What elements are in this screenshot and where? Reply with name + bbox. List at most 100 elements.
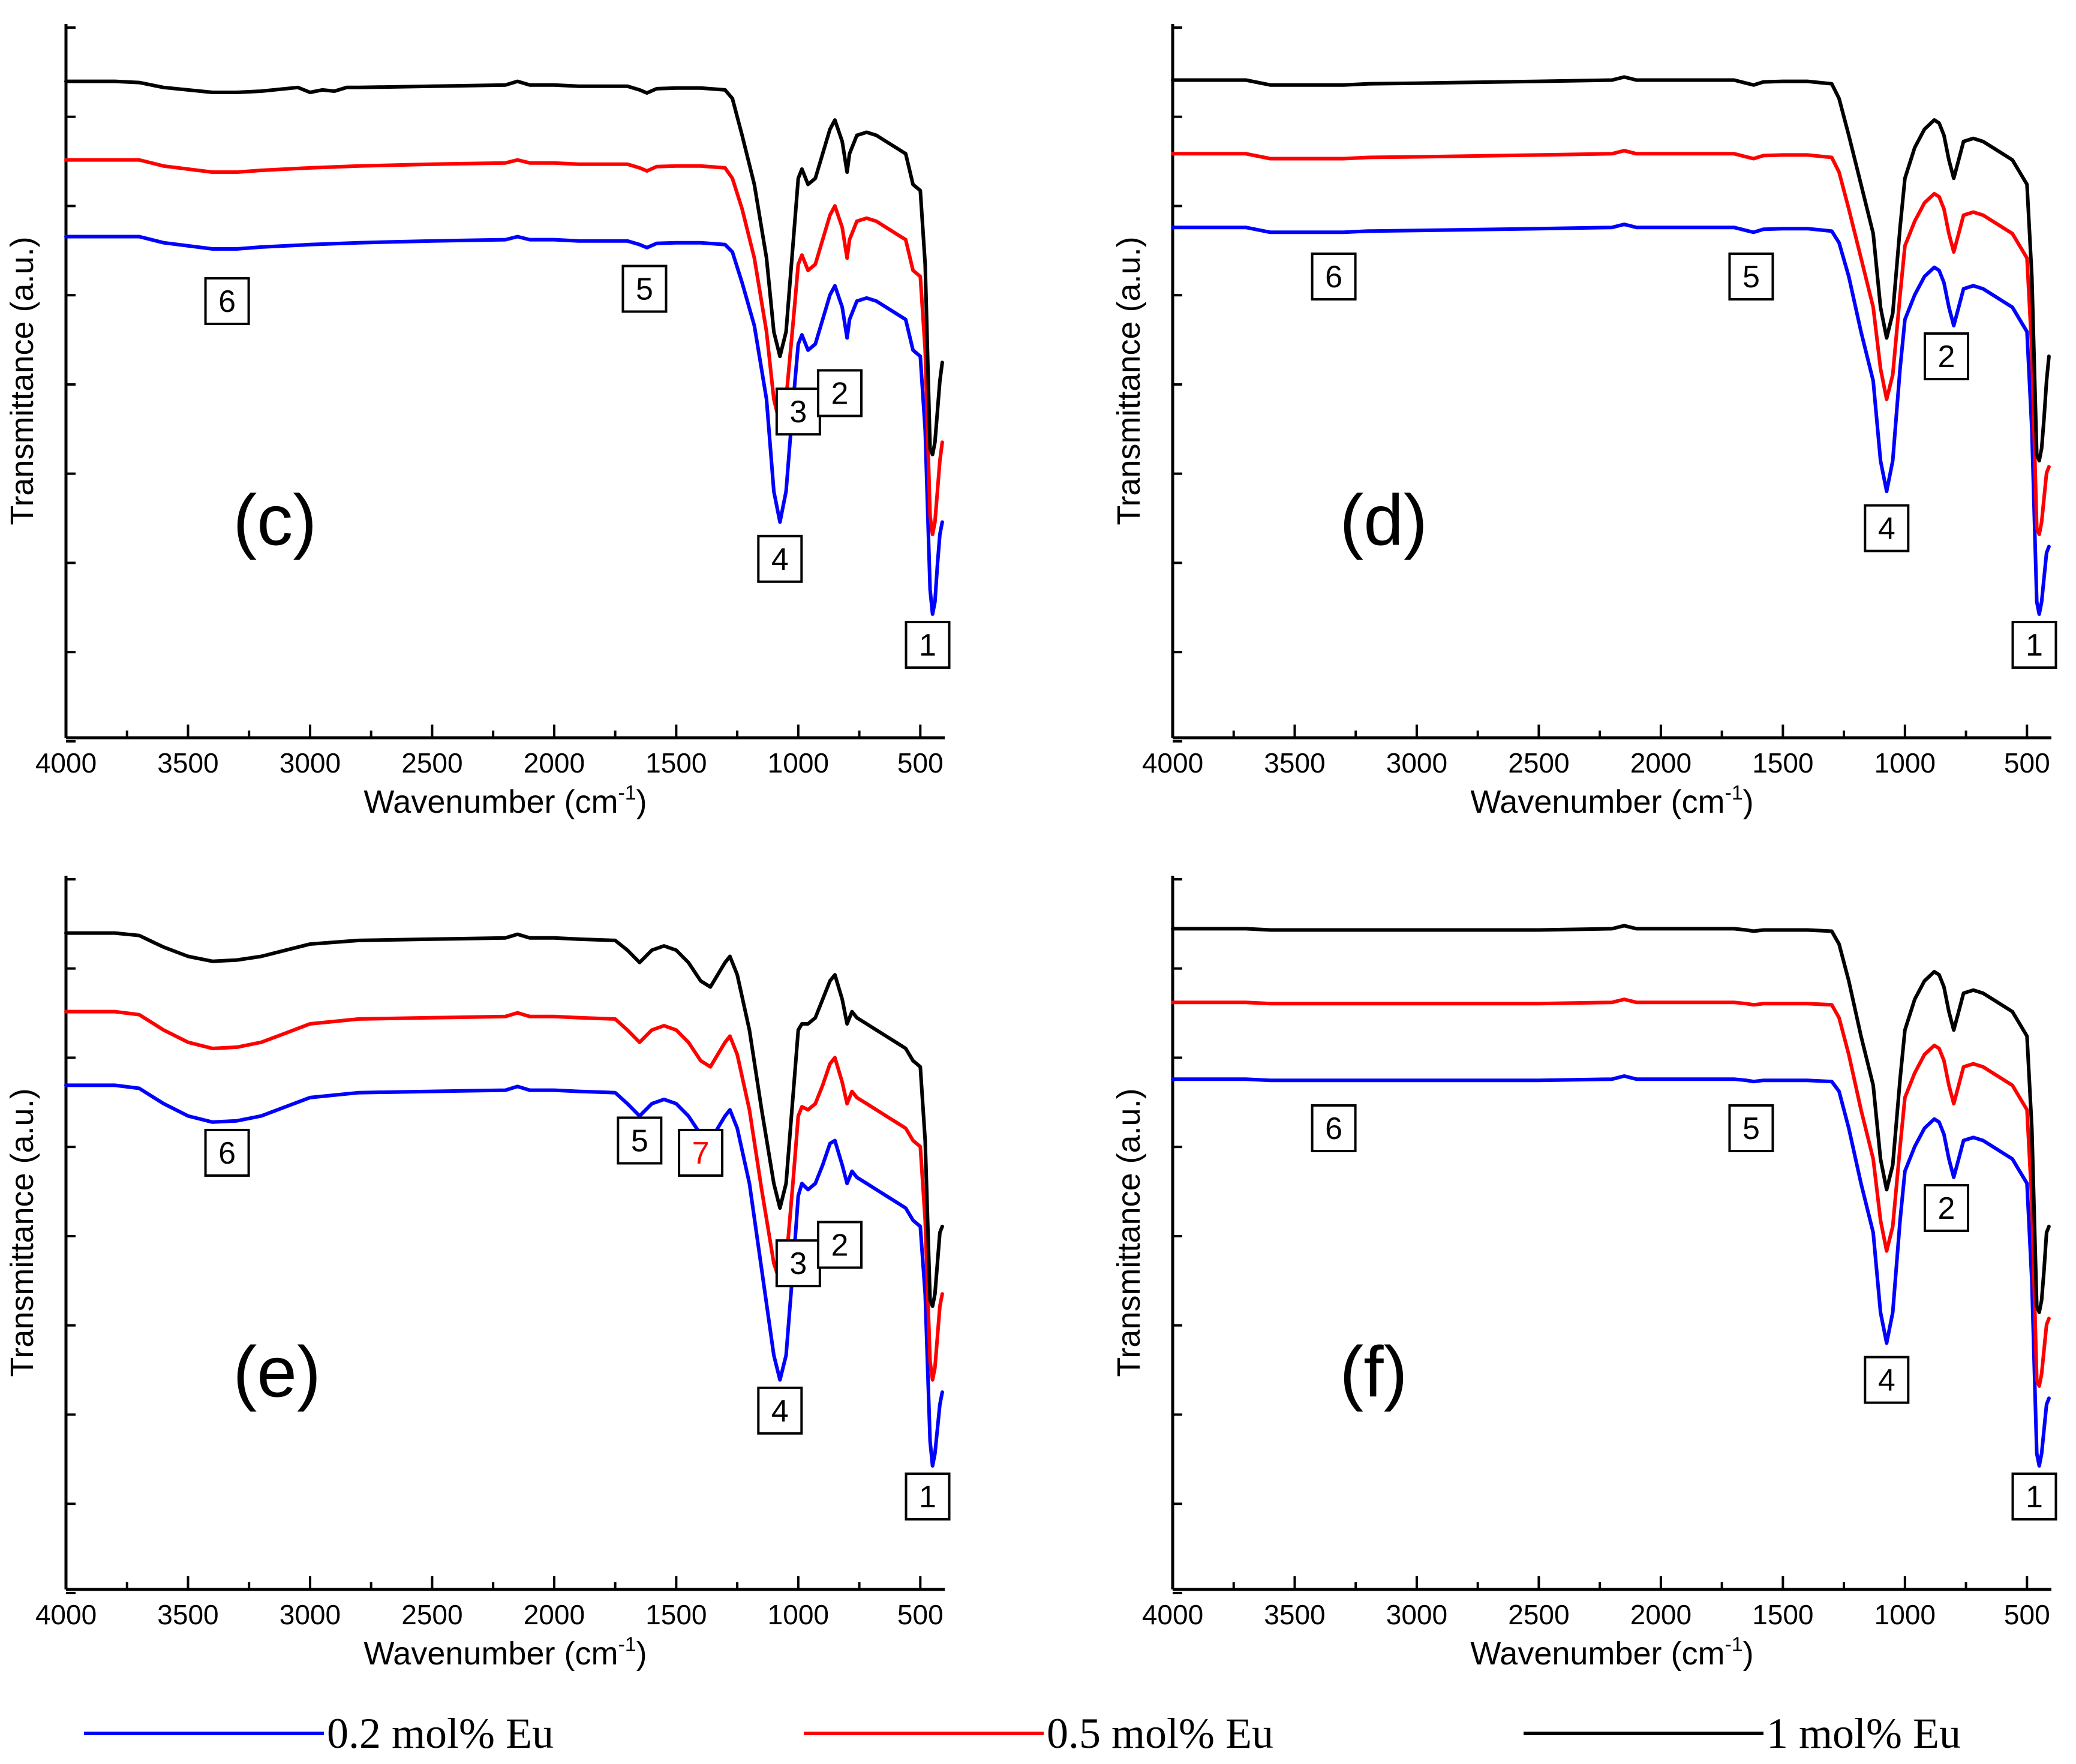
svg-text:4: 4 [771,542,789,577]
panel-d: 4000 3500 3000 2500 2000 1500 1000 500 Wavenumbe… [1111,24,2057,820]
peak-label: 1 [905,621,951,669]
x-tick-label: 1000 [768,747,829,779]
panel-e: 4000 3500 3000 2500 2000 1500 1000 500 Wavenumbe… [4,876,951,1672]
panel-label: (c) [233,480,317,561]
legend: 0.2 mol% Eu 0.5 mol% Eu 1 mol% Eu [84,1709,1961,1757]
x-tick-label: 2000 [1630,747,1692,779]
x-tick-label: 4000 [1142,747,1203,779]
series-line-0-2-mol-eu [64,1083,944,1468]
peak-label: 2 [1924,1184,1970,1233]
svg-text:1: 1 [919,1480,936,1514]
peak-label: 2 [1924,332,1970,381]
x-tick-label: 3500 [1264,1599,1325,1630]
series-line-1-mol-eu [1171,924,2051,1314]
x-tick-label: 1500 [645,1599,707,1630]
peak-label: 3 [775,387,821,436]
x-tick-label: 1500 [645,747,707,779]
peak-label: 6 [1311,1104,1357,1153]
panel-label: (f) [1339,1332,1407,1413]
svg-text:1: 1 [2026,628,2043,663]
x-tick-label: 2500 [401,1599,462,1630]
x-tick-label: 1000 [1874,1599,1936,1630]
x-tick-label: 3500 [157,1599,218,1630]
legend-label: 0.5 mol% Eu [1047,1709,1273,1757]
x-axis-title: Wavenumber (cm-1) [363,1633,647,1672]
x-tick-label: 3000 [1386,1599,1447,1630]
peak-label: 4 [757,534,803,583]
peak-label: 4 [757,1386,803,1435]
series-line-1-mol-eu [1171,75,2051,462]
peak-label: 2 [817,1221,863,1269]
x-tick-label: 500 [897,1599,944,1630]
x-tick-label: 4000 [35,747,97,779]
peak-label: 4 [1864,1356,1910,1404]
peak-label: 6 [204,277,250,325]
x-tick-label: 2500 [1508,747,1569,779]
peak-label: 1 [2011,621,2057,669]
x-tick-label: 1000 [768,1599,829,1630]
y-axis-title: Transmittance (a.u.) [1111,236,1147,525]
x-tick-label: 1000 [1874,747,1936,779]
peak-label: 2 [817,369,863,417]
x-tick-label: 3000 [280,1599,341,1630]
series-line-0-2-mol-eu [64,235,944,616]
svg-text:6: 6 [218,284,236,319]
svg-text:5: 5 [636,272,653,306]
x-axis-title: Wavenumber (cm-1) [1470,1633,1753,1672]
series-line-1-mol-eu [64,931,944,1308]
x-tick-label: 3500 [157,747,218,779]
panel-c: 4000 3500 3000 2500 2000 1500 1000 500 Wavenumbe… [4,24,951,820]
x-tick-label: 2000 [524,747,585,779]
svg-text:6: 6 [1325,260,1342,294]
x-tick-label: 1500 [1752,747,1813,779]
svg-text:2: 2 [1938,1191,1955,1226]
svg-text:4: 4 [1878,512,1895,546]
series-line-0-2-mol-eu [1171,223,2051,616]
svg-text:7: 7 [692,1136,710,1171]
x-tick-label: 2500 [401,747,462,779]
series-line-1-mol-eu [64,79,944,456]
svg-text:5: 5 [631,1123,648,1158]
peak-label: 4 [1864,504,1910,552]
x-tick-label: 500 [897,747,944,779]
svg-text:3: 3 [789,1246,807,1281]
series-line-0-5-mol-eu [64,1009,944,1382]
x-tick-label: 3000 [1386,747,1447,779]
svg-text:2: 2 [831,376,849,411]
x-axis-title: Wavenumber (cm-1) [363,782,647,820]
x-tick-label: 4000 [35,1599,97,1630]
svg-text:5: 5 [1742,1111,1760,1146]
peak-label: 6 [1311,253,1357,301]
svg-text:6: 6 [1325,1111,1342,1146]
svg-text:2: 2 [1938,339,1955,374]
svg-text:6: 6 [218,1136,236,1171]
legend-label: 1 mol% Eu [1766,1709,1961,1757]
peak-label: 6 [204,1128,250,1177]
y-axis-title: Transmittance (a.u.) [1111,1088,1147,1377]
peak-label: 5 [617,1116,663,1165]
y-axis-title: Transmittance (a.u.) [4,1088,40,1377]
peak-label: 1 [2011,1472,2057,1521]
svg-text:1: 1 [2026,1480,2043,1514]
svg-text:5: 5 [1742,260,1760,294]
x-tick-label: 3000 [280,747,341,779]
panel-label: (d) [1339,480,1428,561]
x-tick-label: 2000 [1630,1599,1692,1630]
peak-label: 1 [905,1472,951,1521]
svg-text:3: 3 [789,395,807,429]
series-line-0-2-mol-eu [1171,1074,2051,1468]
panel-f: 4000 3500 3000 2500 2000 1500 1000 500 Wavenumbe… [1111,876,2057,1672]
peak-label: 7 [678,1128,724,1177]
x-axis-title: Wavenumber (cm-1) [1470,782,1753,820]
panel-label: (e) [233,1332,321,1413]
x-tick-label: 1500 [1752,1599,1813,1630]
peak-label: 3 [775,1239,821,1288]
x-tick-label: 500 [2004,1599,2050,1630]
peak-label: 5 [1728,253,1774,301]
series-line-0-5-mol-eu [1171,997,2051,1388]
peak-label: 5 [621,265,668,313]
x-tick-label: 2500 [1508,1599,1569,1630]
peak-label: 5 [1728,1104,1774,1153]
x-tick-label: 3500 [1264,747,1325,779]
